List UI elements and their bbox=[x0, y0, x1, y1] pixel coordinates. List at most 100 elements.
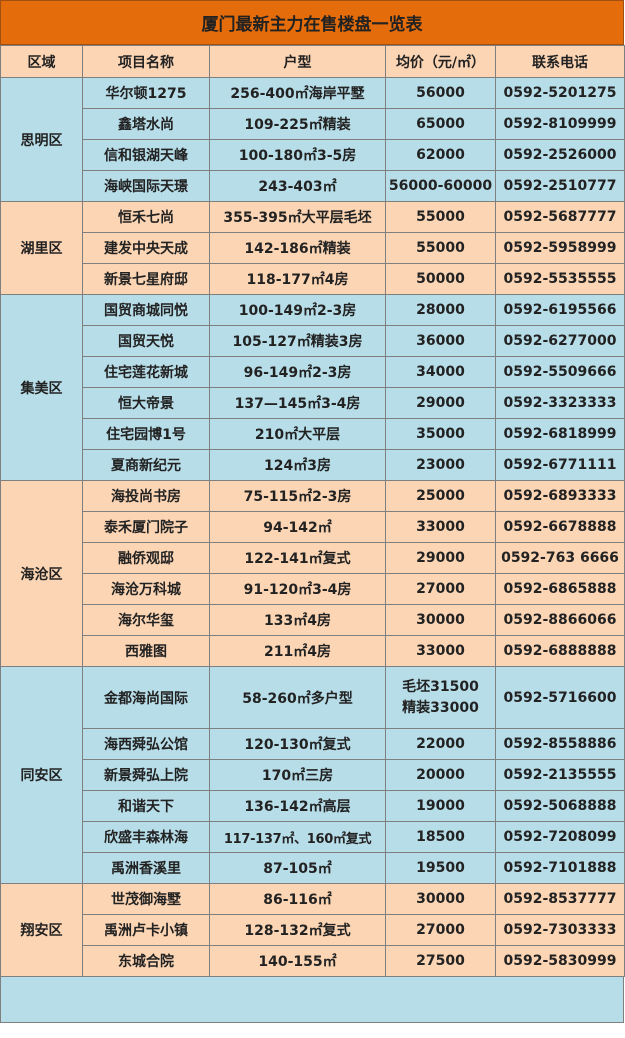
header-phone: 联系电话 bbox=[495, 45, 625, 78]
phone-number: 0592-6888888 bbox=[495, 635, 625, 667]
unit-type: 124㎡3房 bbox=[209, 449, 386, 481]
header-unit-type: 户型 bbox=[209, 45, 386, 78]
project-name: 和谐天下 bbox=[82, 790, 210, 822]
avg-price: 36000 bbox=[385, 325, 496, 357]
unit-type: 137—145㎡3-4房 bbox=[209, 387, 386, 419]
table-row: 海峡国际天璟 243-403㎡ 56000-60000 0592-2510777 bbox=[1, 170, 625, 202]
unit-type: 94-142㎡ bbox=[209, 511, 386, 543]
unit-type: 118-177㎡4房 bbox=[209, 263, 386, 295]
avg-price-line: 精装33000 bbox=[402, 699, 479, 716]
phone-number: 0592-7303333 bbox=[495, 914, 625, 946]
project-name: 信和银湖天峰 bbox=[82, 139, 210, 171]
avg-price: 毛坯31500 精装33000 bbox=[385, 666, 496, 729]
avg-price: 56000 bbox=[385, 77, 496, 109]
table-row: 翔安区 世茂御海墅 86-116㎡ 30000 0592-8537777 bbox=[0, 883, 625, 977]
table-row: 国贸天悦 105-127㎡精装3房 36000 0592-6277000 bbox=[1, 325, 625, 357]
table-row: 集美区 国贸商城同悦 100-149㎡2-3房 28000 0592-6195566 bbox=[0, 294, 625, 481]
phone-number: 0592-6771111 bbox=[495, 449, 625, 481]
project-name: 海西舜弘公馆 bbox=[82, 728, 210, 760]
unit-type: 142-186㎡精装 bbox=[209, 232, 386, 264]
unit-type: 117-137㎡、160㎡复式 bbox=[209, 821, 386, 853]
avg-price: 27500 bbox=[385, 945, 496, 977]
phone-number: 0592-2526000 bbox=[495, 139, 625, 171]
table-row: 海沧区 海投尚书房 75-115㎡2-3房 25000 0592-6893333 bbox=[0, 480, 625, 667]
project-name: 东城合院 bbox=[82, 945, 210, 977]
unit-type: 100-149㎡2-3房 bbox=[209, 294, 386, 326]
table-row: 和谐天下 136-142㎡高层 19000 0592-5068888 bbox=[1, 790, 625, 822]
region-cell: 湖里区 bbox=[0, 201, 83, 295]
phone-number: 0592-6678888 bbox=[495, 511, 625, 543]
table-row: 恒大帝景 137—145㎡3-4房 29000 0592-3323333 bbox=[1, 387, 625, 419]
project-name: 国贸天悦 bbox=[82, 325, 210, 357]
avg-price: 18500 bbox=[385, 821, 496, 853]
avg-price: 29000 bbox=[385, 387, 496, 419]
avg-price: 29000 bbox=[385, 542, 496, 574]
avg-price: 30000 bbox=[385, 883, 496, 915]
project-name: 住宅莲花新城 bbox=[82, 356, 210, 388]
phone-number: 0592-5716600 bbox=[495, 666, 625, 729]
phone-number: 0592-6893333 bbox=[495, 480, 625, 512]
avg-price: 23000 bbox=[385, 449, 496, 481]
region-cell: 集美区 bbox=[0, 294, 83, 481]
project-name: 融侨观邸 bbox=[82, 542, 210, 574]
project-name: 恒大帝景 bbox=[82, 387, 210, 419]
phone-number: 0592-8109999 bbox=[495, 108, 625, 140]
phone-number: 0592-8558886 bbox=[495, 728, 625, 760]
project-name: 海峡国际天璟 bbox=[82, 170, 210, 202]
unit-type: 355-395㎡大平层毛坯 bbox=[209, 201, 386, 233]
region-cell: 翔安区 bbox=[0, 883, 83, 977]
listing-table: 区域 项目名称 户型 均价（元/㎡） 联系电话 思明区 华尔顿1275 256-40… bbox=[0, 45, 625, 977]
project-name: 禹洲卢卡小镇 bbox=[82, 914, 210, 946]
phone-number: 0592-8537777 bbox=[495, 883, 625, 915]
unit-type: 100-180㎡3-5房 bbox=[209, 139, 386, 171]
unit-type: 140-155㎡ bbox=[209, 945, 386, 977]
project-name: 建发中央天成 bbox=[82, 232, 210, 264]
table-row: 欣盛丰森林海 117-137㎡、160㎡复式 18500 0592-7208099 bbox=[1, 821, 625, 853]
project-name: 鑫塔水尚 bbox=[82, 108, 210, 140]
project-name: 泰禾厦门院子 bbox=[82, 511, 210, 543]
project-name: 住宅园博1号 bbox=[82, 418, 210, 450]
unit-type: 136-142㎡高层 bbox=[209, 790, 386, 822]
table-footer bbox=[0, 977, 624, 1023]
avg-price: 50000 bbox=[385, 263, 496, 295]
avg-price: 56000-60000 bbox=[385, 170, 496, 202]
table-row: 融侨观邸 122-141㎡复式 29000 0592-763 6666 bbox=[1, 542, 625, 574]
phone-number: 0592-5068888 bbox=[495, 790, 625, 822]
avg-price: 55000 bbox=[385, 232, 496, 264]
avg-price: 34000 bbox=[385, 356, 496, 388]
table-row: 西雅图 211㎡4房 33000 0592-6888888 bbox=[1, 635, 625, 667]
unit-type: 91-120㎡3-4房 bbox=[209, 573, 386, 605]
project-name: 恒禾七尚 bbox=[82, 201, 210, 233]
phone-number: 0592-5687777 bbox=[495, 201, 625, 233]
avg-price: 33000 bbox=[385, 635, 496, 667]
unit-type: 86-116㎡ bbox=[209, 883, 386, 915]
table-row: 信和银湖天峰 100-180㎡3-5房 62000 0592-2526000 bbox=[1, 139, 625, 171]
table-row: 鑫塔水尚 109-225㎡精装 65000 0592-8109999 bbox=[1, 108, 625, 140]
phone-number: 0592-5201275 bbox=[495, 77, 625, 109]
unit-type: 120-130㎡复式 bbox=[209, 728, 386, 760]
table-row: 海尔华玺 133㎡4房 30000 0592-8866066 bbox=[1, 604, 625, 636]
table-row: 禹洲卢卡小镇 128-132㎡复式 27000 0592-7303333 bbox=[1, 914, 625, 946]
unit-type: 243-403㎡ bbox=[209, 170, 386, 202]
project-name: 夏商新纪元 bbox=[82, 449, 210, 481]
phone-number: 0592-7101888 bbox=[495, 852, 625, 884]
project-name: 海投尚书房 bbox=[82, 480, 210, 512]
unit-type: 128-132㎡复式 bbox=[209, 914, 386, 946]
table-row: 海沧万科城 91-120㎡3-4房 27000 0592-6865888 bbox=[1, 573, 625, 605]
project-name: 国贸商城同悦 bbox=[82, 294, 210, 326]
header-avg-price: 均价（元/㎡） bbox=[385, 45, 496, 78]
avg-price: 28000 bbox=[385, 294, 496, 326]
avg-price: 19000 bbox=[385, 790, 496, 822]
unit-type: 96-149㎡2-3房 bbox=[209, 356, 386, 388]
table-row: 新景七星府邸 118-177㎡4房 50000 0592-5535555 bbox=[1, 263, 625, 295]
avg-price: 19500 bbox=[385, 852, 496, 884]
avg-price-line: 毛坯31500 bbox=[402, 678, 479, 695]
phone-number: 0592-6195566 bbox=[495, 294, 625, 326]
table-body: 思明区 华尔顿1275 256-400㎡海岸平墅 56000 0592-5201275 鑫… bbox=[0, 77, 625, 977]
header-row: 区域 项目名称 户型 均价（元/㎡） 联系电话 bbox=[0, 45, 625, 78]
phone-number: 0592-6818999 bbox=[495, 418, 625, 450]
table-title: 厦门最新主力在售楼盘一览表 bbox=[0, 0, 624, 45]
phone-number: 0592-763 6666 bbox=[495, 542, 625, 574]
project-name: 新景舜弘上院 bbox=[82, 759, 210, 791]
table-row: 住宅莲花新城 96-149㎡2-3房 34000 0592-5509666 bbox=[1, 356, 625, 388]
